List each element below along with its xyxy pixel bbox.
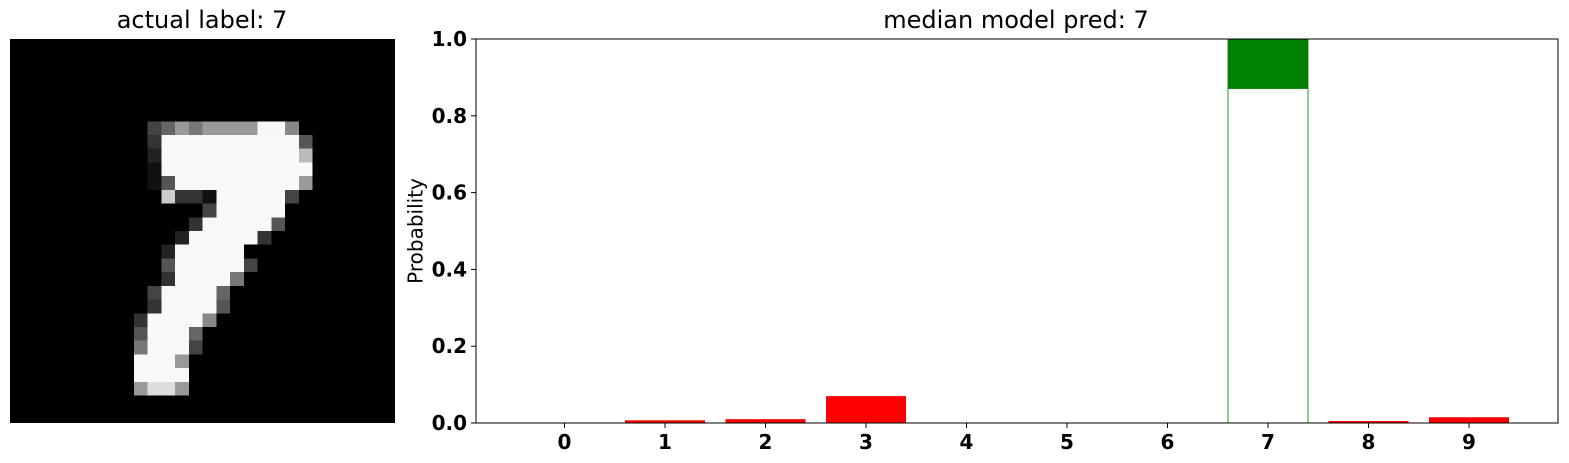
y-tick-label-5: 1.0 xyxy=(432,27,467,51)
x-tick-label-9: 9 xyxy=(1462,430,1476,454)
x-tick-label-6: 6 xyxy=(1161,430,1175,454)
bar-9 xyxy=(1429,417,1509,423)
bar-8 xyxy=(1328,421,1409,423)
plot-frame xyxy=(475,38,1559,424)
x-tick-label-7: 7 xyxy=(1261,430,1275,454)
bar-2 xyxy=(725,419,806,423)
y-axis-ticks: 0.0 0.2 0.4 0.6 0.8 1.0 xyxy=(432,27,476,435)
digit-image xyxy=(10,39,395,423)
x-axis-ticks: 0 1 2 3 4 5 6 7 8 9 xyxy=(558,423,1476,454)
predicted-bar-fill-7 xyxy=(1228,39,1308,89)
x-tick-label-3: 3 xyxy=(859,430,873,454)
y-tick-label-4: 0.8 xyxy=(432,104,467,128)
x-tick-label-1: 1 xyxy=(658,430,672,454)
x-tick-label-8: 8 xyxy=(1362,430,1376,454)
y-tick-label-0: 0.0 xyxy=(432,411,467,435)
left-panel-title: actual label: 7 xyxy=(116,6,288,34)
prediction-overlay-layer xyxy=(1228,39,1308,89)
y-tick-label-1: 0.2 xyxy=(432,334,467,358)
bars-layer xyxy=(625,38,1509,424)
x-tick-label-4: 4 xyxy=(960,430,974,454)
x-tick-label-5: 5 xyxy=(1060,430,1074,454)
x-tick-label-2: 2 xyxy=(759,430,773,454)
chart-title: median model pred: 7 xyxy=(883,6,1149,34)
y-axis-label: Probability xyxy=(404,178,428,284)
bar-1 xyxy=(625,420,705,423)
bar-7 xyxy=(1227,38,1309,424)
y-tick-label-2: 0.4 xyxy=(432,257,467,281)
y-tick-label-3: 0.6 xyxy=(432,181,467,205)
bar-3 xyxy=(826,396,906,423)
x-tick-label-0: 0 xyxy=(558,430,572,454)
